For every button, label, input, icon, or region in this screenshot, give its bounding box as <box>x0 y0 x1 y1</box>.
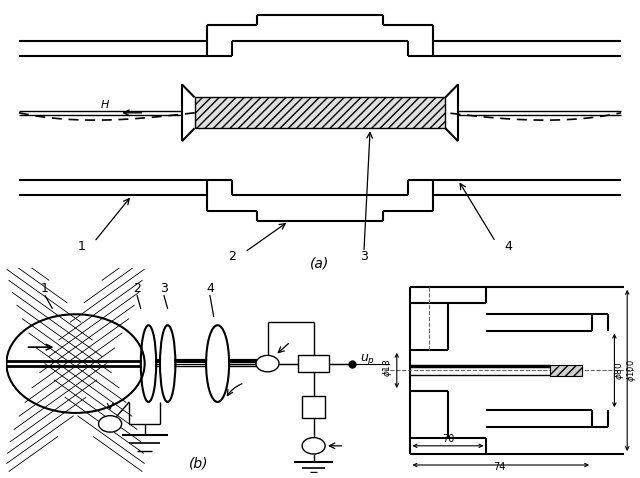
Circle shape <box>256 355 279 372</box>
Text: 2: 2 <box>133 282 141 295</box>
Bar <box>298 355 329 372</box>
Text: (a): (a) <box>310 257 330 271</box>
Circle shape <box>99 416 122 432</box>
Text: 70: 70 <box>442 434 454 444</box>
Circle shape <box>302 437 325 454</box>
Bar <box>550 366 582 375</box>
Ellipse shape <box>207 326 228 401</box>
Text: $\phi$18: $\phi$18 <box>381 358 394 377</box>
Ellipse shape <box>142 326 155 401</box>
Bar <box>550 365 582 376</box>
Text: (b): (b) <box>189 457 208 471</box>
Bar <box>302 396 325 418</box>
Text: H: H <box>100 99 109 109</box>
Text: 4: 4 <box>504 239 512 252</box>
Bar <box>195 98 445 128</box>
Text: 1: 1 <box>41 282 49 295</box>
Text: $u_p$: $u_p$ <box>360 352 375 367</box>
Text: 3: 3 <box>160 282 168 295</box>
Text: 3: 3 <box>360 250 368 263</box>
Ellipse shape <box>161 326 174 401</box>
Text: 4: 4 <box>206 282 214 295</box>
Polygon shape <box>6 314 145 413</box>
Text: 1: 1 <box>77 239 86 252</box>
Text: $\phi$80: $\phi$80 <box>612 361 626 380</box>
Text: $\phi$100: $\phi$100 <box>625 359 639 382</box>
Text: 2: 2 <box>228 250 236 263</box>
Text: 74: 74 <box>493 463 506 472</box>
